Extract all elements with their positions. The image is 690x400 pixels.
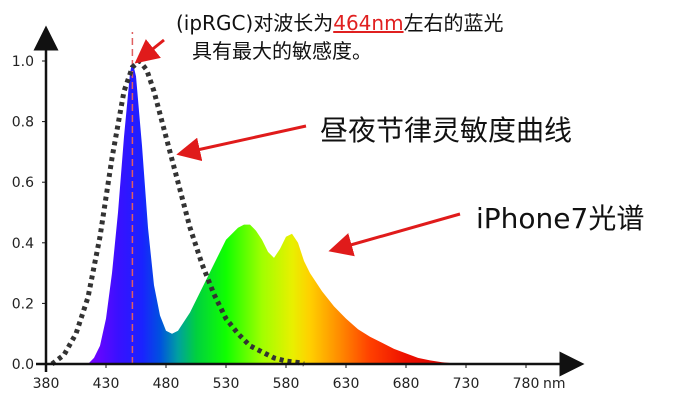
x-tick-label: 780 (513, 376, 540, 392)
iphone7-spectrum-layer (88, 61, 466, 364)
annotation-circadian: 昼夜节律灵敏度曲线 (320, 114, 572, 147)
y-tick-labels: 0.0 0.2 0.4 0.6 0.8 1.0 (12, 54, 46, 373)
y-tick-label: 0.4 (12, 236, 34, 252)
annotation-iphone7: iPhone7光谱 (476, 202, 644, 235)
series-circadian-curve (50, 57, 305, 367)
x-tick-label: 480 (153, 376, 180, 392)
x-tick-label: 580 (273, 376, 300, 392)
y-tick-label: 1.0 (12, 54, 34, 70)
x-tick-label: 630 (333, 376, 360, 392)
x-tick-label: 730 (453, 376, 480, 392)
x-tick-label: 530 (213, 376, 240, 392)
annotation-peak-line2: 具有最大的敏感度。 (192, 39, 372, 63)
arrow-to-circadian (176, 124, 307, 162)
arrow-to-iphone7 (328, 212, 461, 257)
y-tick-label: 0.2 (12, 296, 34, 312)
y-tick-label: 0.6 (12, 175, 34, 191)
arrow-to-peak (134, 38, 165, 64)
x-tick-labels: 380 430 480 530 580 630 680 730 780 nm (33, 364, 566, 392)
y-tick-label: 0.0 (12, 357, 34, 373)
y-tick-label: 0.8 (12, 115, 34, 131)
x-unit-label: nm (543, 376, 566, 392)
circadian-curve-layer (50, 57, 305, 367)
series-iphone7-spectrum (88, 61, 466, 364)
x-tick-label: 680 (393, 376, 420, 392)
x-tick-label: 430 (93, 376, 120, 392)
x-tick-label: 380 (33, 376, 60, 392)
annotation-peak-line1: (ipRGC)对波长为464nm左右的蓝光 (176, 11, 504, 35)
highlight-464nm: 464nm (333, 11, 403, 35)
